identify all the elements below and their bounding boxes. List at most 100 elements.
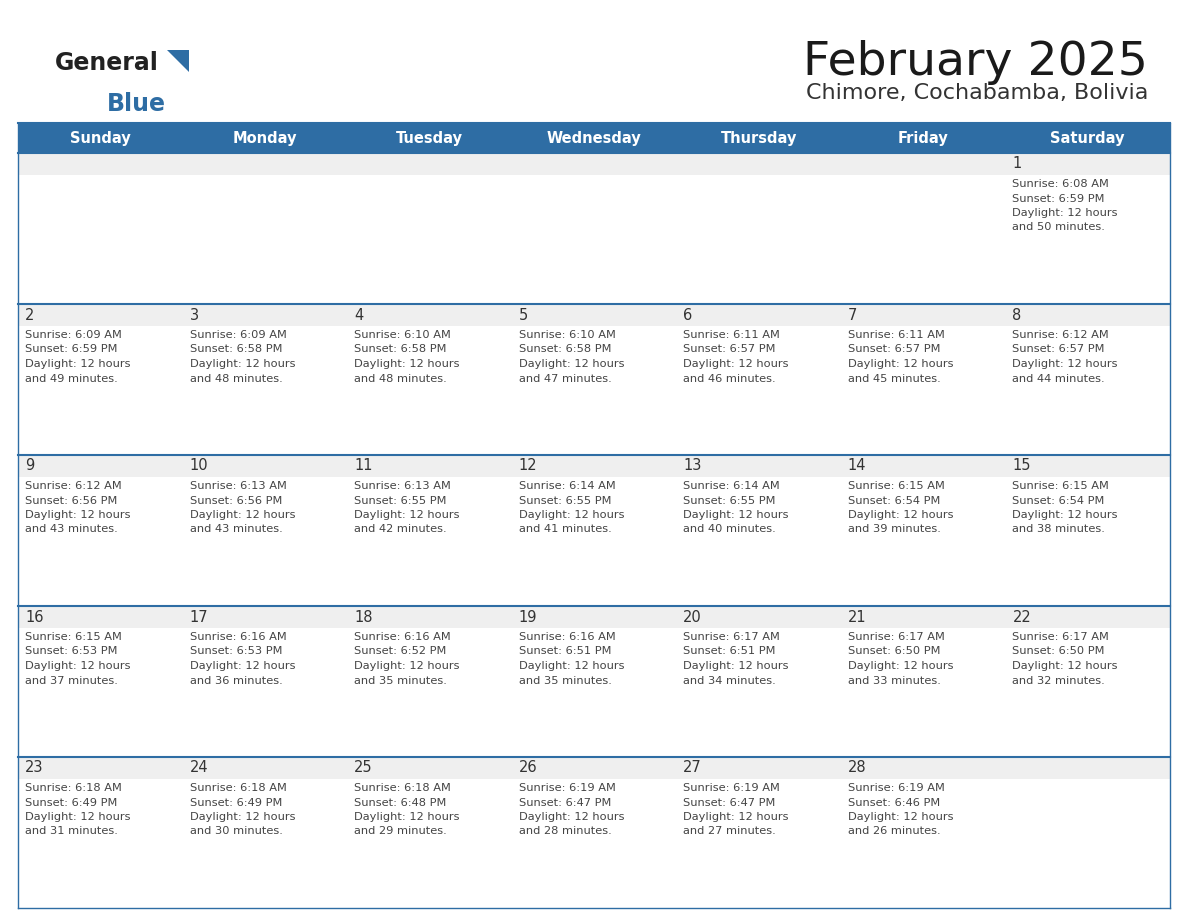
Text: and 29 minutes.: and 29 minutes. [354,826,447,836]
Text: 16: 16 [25,610,44,624]
Text: and 26 minutes.: and 26 minutes. [848,826,941,836]
Text: and 48 minutes.: and 48 minutes. [354,374,447,384]
Bar [512,606,676,628]
Text: and 37 minutes.: and 37 minutes. [25,676,118,686]
Text: Daylight: 12 hours: Daylight: 12 hours [1012,208,1118,218]
Bar [183,153,347,175]
Text: Sunrise: 6:18 AM: Sunrise: 6:18 AM [354,783,451,793]
Text: Sunrise: 6:11 AM: Sunrise: 6:11 AM [848,330,944,340]
Text: Sunrise: 6:16 AM: Sunrise: 6:16 AM [190,632,286,642]
Text: 13: 13 [683,458,702,474]
Bar [347,757,512,779]
Bar [347,455,512,606]
Text: Daylight: 12 hours: Daylight: 12 hours [683,510,789,520]
Text: Sunset: 6:59 PM: Sunset: 6:59 PM [25,344,118,354]
Text: 28: 28 [848,760,866,776]
Bar [347,606,512,628]
Text: Daylight: 12 hours: Daylight: 12 hours [25,661,131,671]
Text: 9: 9 [25,458,34,474]
Text: Blue: Blue [107,92,166,116]
Bar [512,757,676,779]
Text: and 45 minutes.: and 45 minutes. [848,374,941,384]
Text: and 28 minutes.: and 28 minutes. [519,826,612,836]
Bar [676,757,841,908]
Text: Sunset: 6:55 PM: Sunset: 6:55 PM [354,496,447,506]
Text: Sunrise: 6:10 AM: Sunrise: 6:10 AM [354,330,451,340]
Text: Sunrise: 6:17 AM: Sunrise: 6:17 AM [1012,632,1110,642]
Bar [347,153,512,175]
Text: Sunrise: 6:12 AM: Sunrise: 6:12 AM [25,481,121,491]
Text: 18: 18 [354,610,373,624]
Text: Daylight: 12 hours: Daylight: 12 hours [848,661,953,671]
Bar [347,304,512,326]
Text: Daylight: 12 hours: Daylight: 12 hours [519,812,624,822]
Text: Sunrise: 6:16 AM: Sunrise: 6:16 AM [354,632,451,642]
Bar [512,606,676,757]
Text: 23: 23 [25,760,44,776]
Bar [183,757,347,908]
Text: Daylight: 12 hours: Daylight: 12 hours [519,359,624,369]
Bar [841,304,1005,455]
Text: Daylight: 12 hours: Daylight: 12 hours [354,510,460,520]
Text: Sunset: 6:47 PM: Sunset: 6:47 PM [683,798,776,808]
Text: Daylight: 12 hours: Daylight: 12 hours [848,359,953,369]
Text: Sunset: 6:54 PM: Sunset: 6:54 PM [848,496,940,506]
Text: Sunrise: 6:17 AM: Sunrise: 6:17 AM [848,632,944,642]
Text: Sunset: 6:55 PM: Sunset: 6:55 PM [519,496,611,506]
Text: Sunrise: 6:12 AM: Sunrise: 6:12 AM [1012,330,1110,340]
Text: 4: 4 [354,308,364,322]
Text: and 31 minutes.: and 31 minutes. [25,826,118,836]
Text: Daylight: 12 hours: Daylight: 12 hours [354,812,460,822]
Text: Daylight: 12 hours: Daylight: 12 hours [354,661,460,671]
Text: 10: 10 [190,458,208,474]
Text: 20: 20 [683,610,702,624]
Bar [347,757,512,908]
Bar [18,304,183,455]
Text: Daylight: 12 hours: Daylight: 12 hours [519,510,624,520]
Bar [18,153,183,175]
Text: Sunrise: 6:16 AM: Sunrise: 6:16 AM [519,632,615,642]
Text: Sunrise: 6:13 AM: Sunrise: 6:13 AM [354,481,451,491]
Text: and 42 minutes.: and 42 minutes. [354,524,447,534]
Text: Sunrise: 6:15 AM: Sunrise: 6:15 AM [25,632,122,642]
Bar [347,455,512,477]
Bar [841,153,1005,175]
Bar [183,153,347,304]
Text: 14: 14 [848,458,866,474]
Text: Sunset: 6:58 PM: Sunset: 6:58 PM [519,344,611,354]
Text: Sunset: 6:50 PM: Sunset: 6:50 PM [848,646,941,656]
Bar [676,455,841,477]
Text: and 35 minutes.: and 35 minutes. [354,676,447,686]
Text: Sunrise: 6:19 AM: Sunrise: 6:19 AM [683,783,781,793]
Text: Sunset: 6:55 PM: Sunset: 6:55 PM [683,496,776,506]
Text: 19: 19 [519,610,537,624]
Bar [18,606,183,628]
Text: Daylight: 12 hours: Daylight: 12 hours [848,812,953,822]
Text: Sunset: 6:56 PM: Sunset: 6:56 PM [25,496,118,506]
Bar [1005,757,1170,779]
Text: Sunrise: 6:09 AM: Sunrise: 6:09 AM [25,330,122,340]
Bar [841,304,1005,326]
Text: 17: 17 [190,610,208,624]
Text: Daylight: 12 hours: Daylight: 12 hours [354,359,460,369]
Bar [841,455,1005,477]
Bar [512,153,676,304]
Text: Daylight: 12 hours: Daylight: 12 hours [190,661,295,671]
Text: 27: 27 [683,760,702,776]
Text: Sunset: 6:50 PM: Sunset: 6:50 PM [1012,646,1105,656]
Text: 3: 3 [190,308,198,322]
Bar [18,455,183,477]
Text: Sunrise: 6:17 AM: Sunrise: 6:17 AM [683,632,781,642]
Text: and 34 minutes.: and 34 minutes. [683,676,776,686]
Bar [676,606,841,628]
Text: 25: 25 [354,760,373,776]
Text: 7: 7 [848,308,858,322]
Text: Sunset: 6:58 PM: Sunset: 6:58 PM [190,344,282,354]
Bar [512,455,676,477]
Text: Sunset: 6:51 PM: Sunset: 6:51 PM [519,646,611,656]
Text: Daylight: 12 hours: Daylight: 12 hours [1012,661,1118,671]
Bar [512,455,676,606]
Text: Daylight: 12 hours: Daylight: 12 hours [848,510,953,520]
Text: 12: 12 [519,458,537,474]
Text: 8: 8 [1012,308,1022,322]
